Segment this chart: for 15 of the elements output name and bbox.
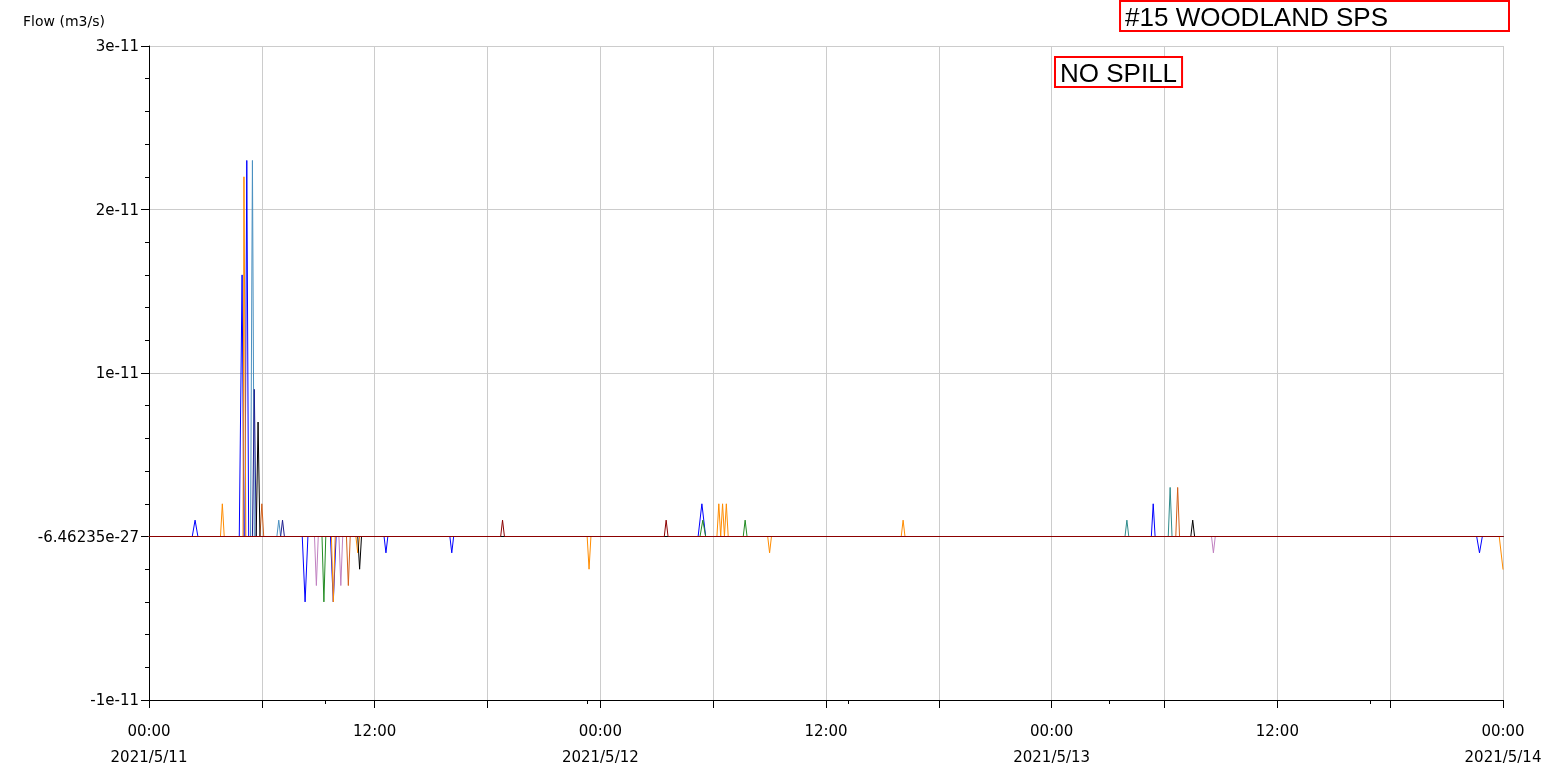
y-axis-title: Flow (m3/s) <box>23 13 105 29</box>
y-tick-label: 3e-11 <box>95 37 139 55</box>
x-tick-label: 00:00 2021/5/13 <box>1013 722 1091 766</box>
text: #15 WOODLAND SPS <box>1125 2 1389 32</box>
y-tick-label: 1e-11 <box>95 364 139 382</box>
x-tick-label: 12:00 <box>804 722 848 740</box>
x-tick-label: 12:00 <box>353 722 397 740</box>
y-tick-label: 2e-11 <box>95 200 139 219</box>
x-tick-label: 00:00 2021/5/14 <box>1464 722 1542 766</box>
x-tick-label: 00:00 2021/5/12 <box>561 722 639 766</box>
y-tick-label: -6.46235e-27 <box>37 527 139 546</box>
y-tick-label: -1e-11 <box>90 691 139 709</box>
annotation: NO SPILL <box>1060 58 1178 88</box>
x-tick-label: 12:00 <box>1255 722 1299 740</box>
x-tick-label: 00:00 2021/5/11 <box>110 722 188 766</box>
